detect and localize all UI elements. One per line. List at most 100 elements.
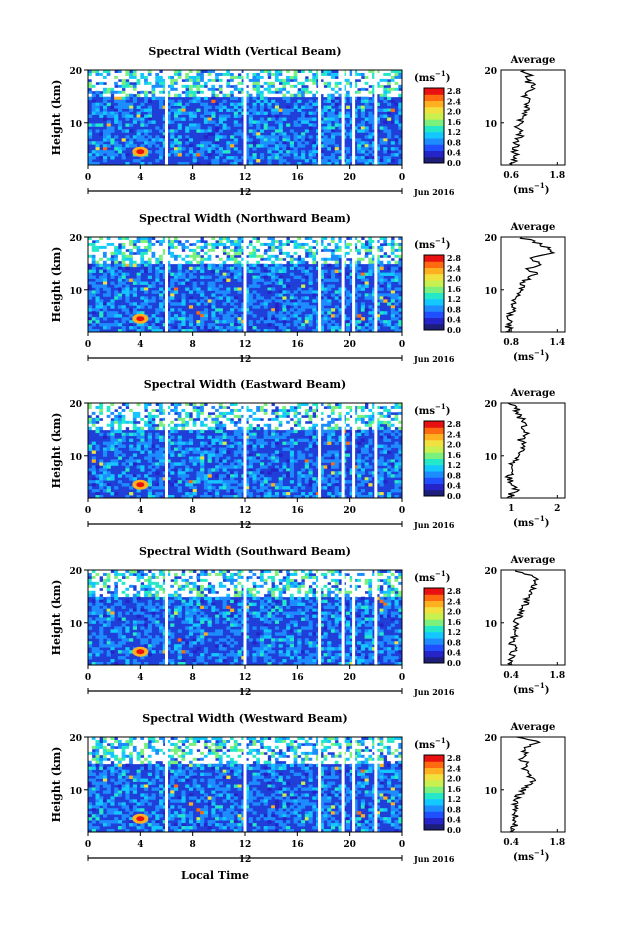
- heatmap-cell: [88, 480, 93, 484]
- heatmap-cell: [319, 281, 324, 285]
- heatmap-cell: [372, 147, 377, 151]
- gap-cell: [102, 417, 108, 422]
- heatmap-cell: [297, 90, 302, 95]
- gap-cell: [319, 260, 324, 265]
- heatmap-cell: [297, 99, 302, 104]
- gap-cell: [271, 70, 276, 74]
- heatmap-cell: [121, 435, 126, 440]
- gap-cell: [289, 72, 294, 77]
- gap-cell: [170, 90, 175, 95]
- heatmap-cell: [312, 426, 317, 431]
- heatmap-cell: [360, 87, 366, 92]
- heatmap-cell: [177, 144, 182, 148]
- gap-cell: [215, 405, 220, 410]
- y-axis-label: Height (km): [50, 247, 63, 323]
- heatmap-cell: [353, 432, 358, 437]
- heatmap-cell: [147, 237, 152, 241]
- gap-cell: [136, 257, 141, 262]
- heatmap-cell: [110, 411, 115, 416]
- gap-cell: [95, 251, 100, 256]
- heatmap-cell: [353, 269, 358, 274]
- heatmap-cell: [114, 120, 119, 124]
- heatmap-cell: [147, 108, 152, 112]
- heatmap-cell: [192, 492, 197, 496]
- heatmap-cell: [286, 495, 291, 499]
- heatmap-cell: [330, 408, 336, 413]
- heatmap-cell: [364, 477, 369, 481]
- heatmap-cell: [218, 147, 223, 151]
- heatmap-cell: [91, 150, 96, 154]
- gap-cell: [181, 72, 186, 77]
- heatmap-cell: [252, 87, 257, 92]
- heatmap-cell: [162, 471, 167, 475]
- gap-cell: [301, 411, 306, 416]
- heatmap-cell: [319, 72, 324, 77]
- heatmap-cell: [334, 90, 339, 95]
- heatmap-cell: [203, 486, 209, 490]
- gap-cell: [357, 237, 362, 241]
- heatmap-cell: [398, 248, 403, 253]
- gap-cell: [155, 237, 160, 241]
- heatmap-cell: [327, 420, 332, 425]
- heatmap-cell: [345, 468, 351, 472]
- gap-cell: [345, 420, 351, 425]
- heatmap-cell: [278, 468, 283, 472]
- gap-cell: [349, 251, 354, 256]
- gap-cell: [140, 87, 145, 92]
- heatmap-cell: [245, 96, 250, 101]
- heatmap-cell: [368, 492, 373, 496]
- heatmap-cell: [117, 102, 123, 107]
- heatmap-cell: [323, 72, 328, 77]
- heatmap-cell: [200, 147, 205, 151]
- gap-cell: [114, 405, 119, 410]
- gap-cell: [110, 237, 115, 241]
- heatmap-cell: [282, 329, 287, 333]
- heatmap-cell: [129, 239, 134, 244]
- heatmap-cell: [293, 305, 298, 309]
- gap-cell: [136, 87, 141, 92]
- heatmap-cell: [387, 447, 392, 451]
- heatmap-cell: [271, 84, 276, 89]
- heatmap-cell: [129, 138, 134, 142]
- heatmap-cell: [215, 317, 220, 321]
- heatmap-cell: [196, 147, 201, 151]
- gap-cell: [200, 93, 205, 98]
- heatmap-cell: [91, 308, 96, 312]
- heatmap-cell: [114, 459, 119, 463]
- heatmap-cell: [256, 120, 261, 124]
- gap-cell: [181, 81, 186, 86]
- heatmap-cell: [375, 480, 380, 484]
- heatmap-cell: [330, 132, 336, 136]
- data-gap: [318, 237, 322, 332]
- heatmap-cell: [188, 84, 194, 89]
- heatmap-cell: [330, 329, 336, 333]
- heatmap-cell: [323, 441, 328, 445]
- heatmap-cell: [129, 302, 134, 306]
- heatmap-cell: [117, 90, 123, 95]
- heatmap-cell: [323, 237, 328, 241]
- heatmap-cell: [166, 477, 171, 481]
- gap-cell: [125, 260, 130, 265]
- gap-cell: [289, 87, 294, 92]
- heatmap-cell: [114, 81, 119, 86]
- heatmap-cell: [349, 272, 354, 276]
- heatmap-cell: [207, 414, 212, 419]
- heatmap-cell: [353, 90, 358, 95]
- heatmap-cell: [252, 237, 257, 241]
- heatmap-cell: [398, 272, 403, 276]
- heatmap-cell: [308, 99, 313, 104]
- gap-cell: [140, 78, 145, 83]
- gap-cell: [319, 245, 324, 250]
- gap-cell: [140, 408, 145, 413]
- heatmap-cell: [117, 480, 123, 484]
- heatmap-cell: [327, 326, 332, 330]
- heatmap-cell: [323, 296, 328, 300]
- heatmap-cell: [144, 245, 149, 250]
- heatmap-cell: [372, 117, 377, 121]
- heatmap-cell: [383, 435, 388, 440]
- heatmap-cell: [144, 403, 149, 407]
- gap-cell: [387, 405, 392, 410]
- heatmap-cell: [166, 251, 171, 256]
- gap-cell: [196, 237, 201, 241]
- heatmap-cell: [349, 426, 354, 431]
